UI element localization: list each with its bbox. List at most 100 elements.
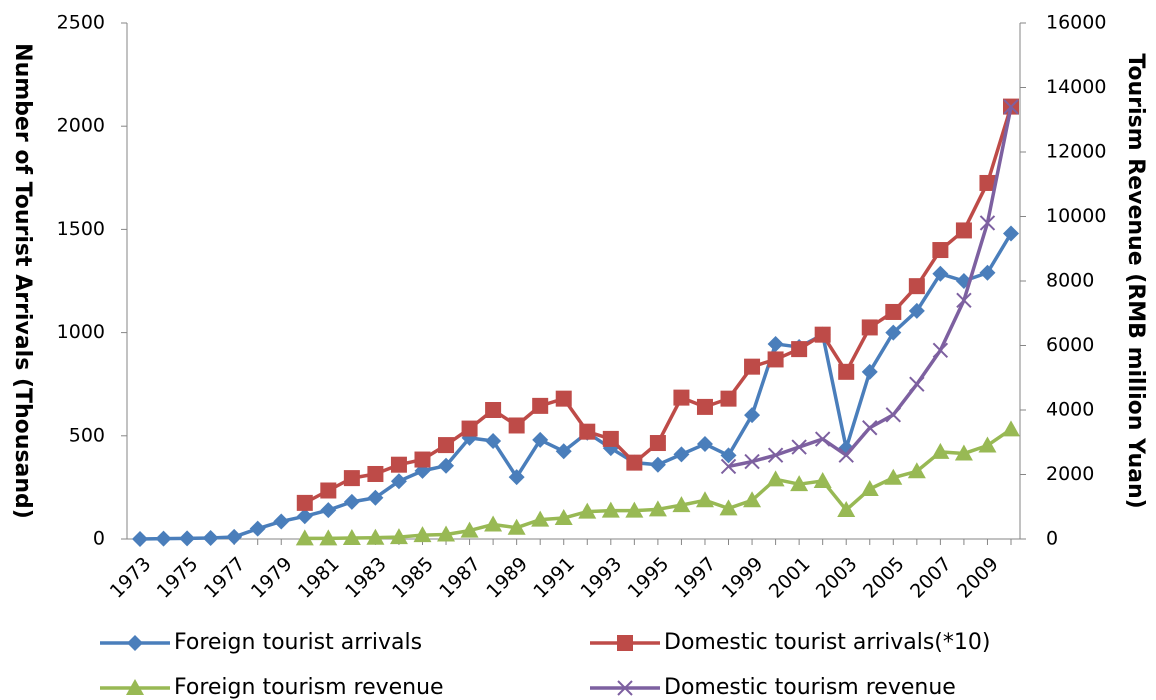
marker [485, 402, 502, 418]
marker [672, 496, 691, 513]
marker [342, 529, 361, 546]
marker [531, 510, 550, 527]
marker [838, 363, 855, 380]
x-tick-label: 1979 [247, 553, 297, 603]
marker [979, 215, 996, 231]
marker [838, 447, 854, 463]
marker [202, 529, 219, 546]
y-tick-label: 2000 [57, 115, 105, 137]
marker [273, 513, 290, 530]
marker [437, 525, 456, 542]
y2-tick-label: 6000 [1046, 334, 1094, 356]
legend-label: Foreign tourism revenue [174, 675, 444, 700]
x-tick-label: 1985 [388, 553, 438, 603]
marker [909, 376, 925, 392]
marker [861, 319, 878, 336]
marker [366, 528, 385, 545]
y-tick-label: 1000 [57, 321, 105, 343]
marker [343, 493, 360, 510]
x-tick-label: 1993 [576, 553, 626, 603]
marker [766, 470, 785, 487]
x-tick-label: 1999 [718, 553, 768, 603]
marker [673, 446, 690, 463]
legend-label: Domestic tourism revenue [664, 675, 956, 700]
marker [508, 469, 525, 486]
y2-tick-label: 0 [1046, 528, 1058, 550]
marker [814, 431, 831, 447]
marker [601, 501, 620, 518]
marker [932, 265, 949, 282]
marker [460, 521, 479, 538]
marker [132, 531, 148, 547]
marker [555, 443, 572, 460]
marker [744, 407, 761, 424]
marker [862, 420, 878, 436]
marker [720, 447, 737, 464]
marker [532, 431, 549, 448]
marker [907, 462, 926, 479]
marker [485, 432, 502, 449]
marker [390, 456, 407, 473]
marker [767, 351, 784, 368]
marker [438, 437, 455, 454]
x-tick-label: 1973 [106, 553, 156, 603]
marker [367, 465, 384, 482]
marker [249, 520, 266, 537]
marker [554, 509, 573, 526]
y2-tick-label: 4000 [1046, 399, 1094, 421]
x-tick-label: 2009 [953, 553, 1003, 603]
x-tick-label: 2007 [906, 553, 956, 603]
marker [343, 470, 360, 487]
y2-tick-label: 16000 [1046, 12, 1106, 34]
marker [790, 475, 809, 492]
marker [626, 454, 643, 471]
x-tick-label: 1997 [671, 553, 721, 603]
marker [885, 407, 902, 423]
marker [390, 473, 407, 490]
marker [389, 528, 408, 545]
marker [814, 326, 831, 343]
marker [673, 389, 690, 406]
marker [320, 482, 337, 499]
marker [885, 303, 902, 320]
marker [743, 491, 762, 508]
marker [695, 491, 714, 508]
marker [954, 444, 973, 461]
y-tick-label: 1500 [57, 218, 105, 240]
marker [955, 222, 972, 239]
marker [532, 397, 549, 414]
marker [438, 457, 455, 474]
marker [649, 435, 666, 452]
legend-marker [127, 635, 143, 651]
y-tick-label: 500 [69, 424, 105, 446]
marker [696, 436, 713, 453]
marker [767, 335, 784, 352]
y-tick-label: 2500 [57, 12, 105, 34]
x-tick-label: 2001 [765, 553, 815, 603]
marker [885, 324, 902, 341]
marker [461, 420, 478, 437]
marker [978, 436, 997, 453]
x-tick-label: 2003 [812, 553, 862, 603]
marker [791, 341, 808, 358]
marker [767, 447, 784, 463]
marker [155, 530, 172, 547]
marker [861, 363, 878, 380]
marker [414, 451, 431, 468]
marker [956, 292, 972, 309]
x-tick-label: 1981 [294, 553, 344, 603]
marker [979, 264, 996, 281]
marker [508, 417, 525, 434]
marker [226, 528, 243, 545]
marker [908, 278, 925, 295]
marker [296, 508, 313, 525]
marker [837, 500, 856, 517]
legend-marker [617, 680, 633, 696]
marker [1003, 225, 1019, 242]
marker [720, 458, 737, 475]
y2-tick-label: 8000 [1046, 270, 1094, 292]
marker [579, 423, 596, 440]
marker [320, 502, 337, 519]
y-axis-title: Number of Tourist Arrivals (Thousand) [10, 43, 35, 519]
